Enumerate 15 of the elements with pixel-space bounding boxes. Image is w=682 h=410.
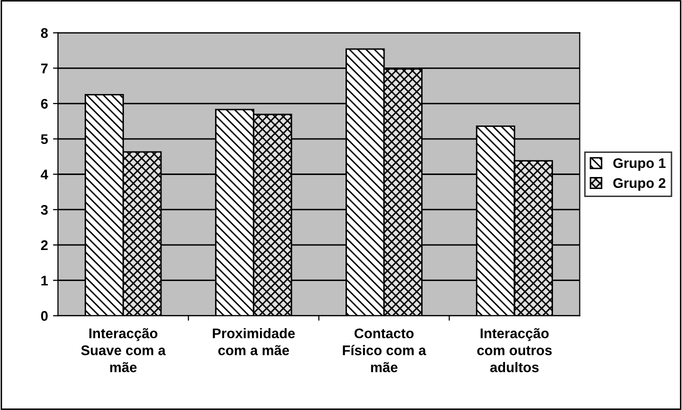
x-tick-label: Contacto Físico com a mãe: [342, 328, 426, 372]
x-tick-label: Interacção Suave com a mãe: [81, 328, 166, 372]
y-tick-label: 2: [41, 240, 48, 250]
y-tick-label: 8: [40, 28, 48, 38]
y-tick-label: 6: [41, 98, 48, 109]
y-tick-label: 5: [40, 134, 48, 144]
x-tick-label: Interacção com outros adultos: [477, 328, 552, 372]
y-tick-label: 1: [41, 276, 48, 286]
y-tick-label: 4: [40, 170, 48, 180]
y-tick-label: 7: [41, 64, 48, 74]
y-tick-label: 0: [41, 311, 48, 321]
y-tick-label: 3: [40, 204, 48, 215]
legend-label: Grupo 1: [613, 158, 666, 171]
x-tick-label: Proximidade com a mãe: [212, 328, 295, 356]
legend-label: Grupo 2: [613, 178, 666, 191]
